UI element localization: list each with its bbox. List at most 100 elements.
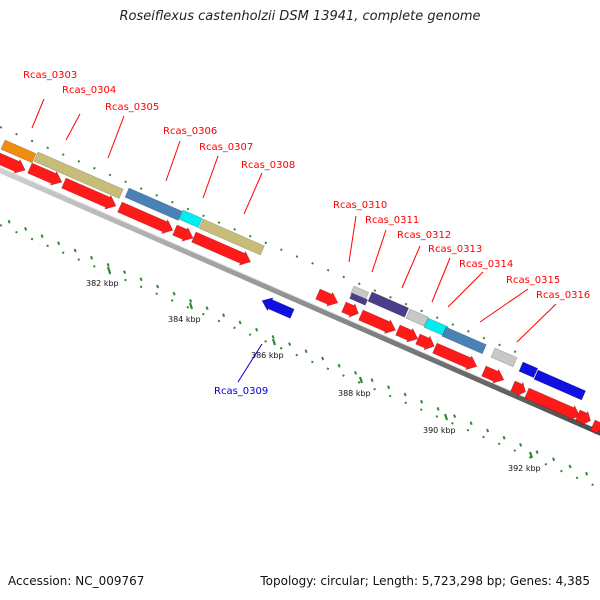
category-block-steelblue-2[interactable] — [441, 326, 487, 355]
category-block-indigo[interactable] — [349, 292, 368, 306]
minor-tick — [519, 443, 523, 447]
genome-backbone — [0, 167, 600, 436]
gene-label[interactable]: Rcas_0305 — [105, 102, 159, 113]
label-leader-lines — [31, 98, 557, 383]
forward-cds-arrow[interactable] — [481, 365, 505, 384]
minor-tick — [24, 227, 28, 231]
gene-label-leader — [243, 172, 263, 215]
minor-tick — [453, 414, 457, 418]
forward-cds-arrow[interactable] — [510, 380, 526, 397]
minor-tick — [403, 392, 407, 397]
category-block-cyan[interactable] — [178, 209, 203, 228]
gene-features — [0, 139, 600, 435]
minor-tick — [271, 335, 275, 339]
category-block-steelblue[interactable] — [124, 187, 183, 221]
forward-cds-arrow[interactable] — [524, 387, 581, 421]
minor-tick — [288, 342, 292, 346]
gene-label-leader — [202, 155, 219, 199]
minor-tick — [139, 277, 143, 282]
lower-tick-track — [0, 224, 600, 489]
minor-tick — [40, 234, 44, 238]
gene-label-leader — [479, 288, 529, 323]
forward-cds-arrow[interactable] — [358, 309, 397, 334]
gene-label[interactable]: Rcas_0312 — [397, 230, 451, 241]
forward-cds-arrow[interactable] — [61, 177, 117, 210]
forward-cds-arrow[interactable] — [191, 231, 252, 266]
gene-label-leader — [401, 245, 421, 289]
gene-label[interactable]: Rcas_0313 — [428, 244, 482, 255]
reverse-cds-arrow[interactable] — [261, 297, 295, 319]
minor-tick — [304, 349, 308, 354]
category-block-khaki[interactable] — [33, 151, 124, 199]
forward-cds-arrow[interactable] — [590, 419, 600, 435]
forward-cds-arrow[interactable] — [27, 162, 63, 186]
upper-tick-track — [0, 126, 526, 357]
forward-cds-arrow[interactable] — [0, 152, 26, 174]
minor-tick — [73, 248, 77, 253]
major-tick — [271, 338, 277, 346]
minor-tick — [205, 306, 209, 310]
gene-label[interactable]: Rcas_0314 — [459, 259, 513, 270]
gene-label-leader — [431, 257, 451, 303]
minor-tick — [90, 255, 94, 260]
minor-tick — [585, 471, 589, 476]
forward-cds-arrow[interactable] — [117, 201, 174, 235]
minor-tick — [436, 407, 440, 411]
gene-labels: Rcas_0303 Rcas_0304 Rcas_0305 Rcas_0306 Rcas… — [23, 70, 590, 397]
minor-tick — [156, 284, 160, 289]
minor-tick — [420, 399, 424, 404]
category-block-blue-2[interactable] — [533, 369, 586, 401]
kbp-tick-label: 382 kbp — [86, 279, 119, 288]
forward-cds-arrow[interactable] — [172, 224, 194, 242]
gene-label-leader — [165, 140, 181, 182]
minor-tick — [172, 291, 176, 296]
minor-tick — [7, 219, 11, 224]
category-block-orange[interactable] — [0, 139, 37, 164]
forward-cds-arrow[interactable] — [315, 288, 339, 307]
gene-label[interactable]: Rcas_0316 — [536, 290, 590, 301]
minor-tick — [255, 327, 259, 332]
minor-tick — [354, 371, 358, 375]
gene-label-leader — [371, 229, 387, 273]
gene-label-leader — [107, 115, 125, 159]
gene-label[interactable]: Rcas_0306 — [163, 126, 217, 137]
minor-tick — [321, 356, 325, 361]
category-block-indigo-2[interactable] — [367, 291, 409, 318]
gene-label[interactable]: Rcas_0308 — [241, 160, 295, 171]
category-block-gray-3[interactable] — [490, 347, 518, 368]
gene-label[interactable]: Rcas_0304 — [62, 85, 116, 96]
minor-tick — [469, 421, 473, 426]
major-tick — [443, 413, 449, 421]
forward-cds-arrow[interactable] — [432, 342, 478, 371]
gene-label[interactable]: Rcas_0309 — [214, 386, 268, 397]
gene-label[interactable]: Rcas_0315 — [506, 275, 560, 286]
major-tick — [358, 376, 364, 384]
kbp-tick-label: 392 kbp — [508, 464, 541, 473]
forward-cds-arrow[interactable] — [575, 409, 591, 426]
gene-label[interactable]: Rcas_0307 — [199, 142, 253, 153]
minor-tick — [222, 313, 226, 318]
gene-label[interactable]: Rcas_0303 — [23, 70, 77, 81]
category-block-gray-2[interactable] — [405, 308, 429, 327]
category-block-blue[interactable] — [518, 361, 539, 378]
forward-cds-arrow[interactable] — [415, 333, 435, 351]
forward-cds-arrow[interactable] — [395, 324, 419, 343]
minor-tick — [189, 299, 193, 303]
forward-cds-arrow[interactable] — [341, 301, 359, 318]
major-tick — [106, 266, 112, 274]
topology-text: Topology: circular; Length: 5,723,298 bp… — [260, 574, 590, 588]
minor-tick — [370, 378, 374, 382]
category-block-khaki-2[interactable] — [198, 218, 265, 256]
minor-tick — [337, 363, 341, 368]
gene-label[interactable]: Rcas_0311 — [365, 215, 419, 226]
gene-label-leader — [31, 98, 45, 129]
gene-label[interactable]: Rcas_0310 — [333, 200, 387, 211]
kbp-tick-label: 390 kbp — [423, 426, 456, 435]
minor-tick — [552, 457, 556, 462]
accession-text: Accession: NC_009767 — [8, 574, 145, 588]
minor-tick — [123, 270, 127, 274]
minor-tick — [387, 385, 391, 390]
kbp-axis-ticks — [7, 219, 589, 476]
